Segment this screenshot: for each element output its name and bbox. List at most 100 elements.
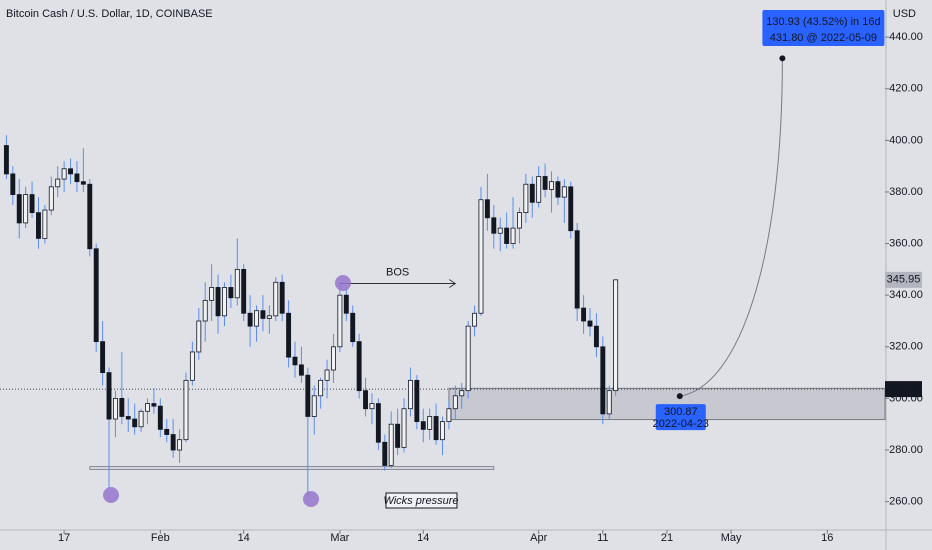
x-tick-label: 14 (238, 532, 250, 544)
candle-body (536, 176, 542, 203)
chart-title: Bitcoin Cash / U.S. Dollar, 1D, COINBASE (6, 8, 213, 20)
candle-body (318, 379, 324, 397)
candle-body (523, 183, 529, 214)
projection-end (779, 55, 786, 62)
candle-body (183, 379, 189, 441)
candle-body (196, 320, 202, 353)
candle-body (356, 341, 362, 392)
wick-marker (103, 487, 119, 503)
x-tick-label: May (721, 532, 742, 544)
candle-body (68, 168, 73, 175)
candle-body (157, 405, 163, 430)
candle-body (151, 403, 157, 407)
y-tick-label: 340.00 (889, 289, 923, 301)
candle-body (48, 186, 54, 211)
y-tick-label: 400.00 (889, 134, 923, 146)
x-tick-label: Apr (530, 532, 547, 544)
candle-body (427, 416, 433, 430)
candle-body (504, 227, 510, 244)
candle-body (375, 403, 381, 443)
candle-body (465, 325, 471, 392)
candle-body (401, 408, 407, 448)
candle-body (215, 287, 221, 317)
candle-body (254, 310, 259, 327)
candle-body (145, 403, 150, 412)
bos-marker (335, 275, 351, 291)
candle-body (555, 181, 561, 198)
projection-start (676, 393, 683, 400)
candle-body (472, 312, 478, 327)
candle-body (420, 421, 426, 430)
candle-body (247, 312, 253, 327)
candle-body (93, 248, 99, 343)
candle-body (273, 281, 279, 317)
end-label-box (762, 10, 885, 46)
y-tick-label: 380.00 (889, 186, 923, 198)
candle-body (29, 194, 35, 214)
candle-body (613, 279, 619, 392)
candle-body (574, 230, 580, 309)
candle-body (87, 183, 93, 250)
x-tick-label: 16 (821, 532, 833, 544)
candle-body (298, 364, 304, 376)
candle-body (279, 281, 285, 314)
projection-curve (679, 58, 783, 397)
candle-body (3, 145, 9, 175)
candle-body (222, 287, 227, 317)
candle-body (459, 390, 465, 397)
candle-body (189, 351, 195, 381)
note-text: Wicks pressure (383, 495, 458, 507)
candle-body (16, 194, 22, 224)
candle-body (305, 374, 311, 417)
candle-body (382, 441, 388, 466)
candle-body (452, 395, 458, 410)
candle-body (234, 268, 240, 299)
x-tick-label: Feb (151, 532, 170, 544)
candle-body (100, 341, 106, 373)
candle-body (266, 315, 272, 319)
x-tick-label: 14 (417, 532, 429, 544)
candle-body (112, 398, 118, 420)
candle-body (286, 312, 292, 358)
candle-body (440, 421, 445, 441)
candle-body (331, 346, 336, 371)
candle-body (125, 416, 131, 420)
candle-body (600, 346, 606, 415)
candle-body (606, 390, 612, 415)
x-tick-label: 17 (58, 532, 70, 544)
price-label: 303.60 (887, 383, 921, 395)
support-line (89, 466, 495, 470)
candle-body (337, 294, 343, 348)
currency-label: USD (893, 8, 916, 20)
candle-body (350, 312, 356, 343)
candle-body (343, 294, 349, 314)
candle-body (497, 227, 503, 234)
note-box (385, 492, 458, 509)
candle-body (549, 181, 554, 190)
candle-body (593, 325, 599, 348)
start-label-box (655, 404, 706, 431)
candle-body (10, 173, 16, 195)
bos-arrowhead (449, 279, 457, 288)
candle-body (414, 379, 420, 423)
wick-marker (303, 491, 319, 507)
candle-body (55, 178, 61, 188)
candle-body (74, 173, 80, 183)
y-tick-label: 420.00 (889, 83, 923, 95)
candle-body (106, 372, 112, 420)
y-tick-label: 440.00 (889, 31, 923, 43)
projection-change: 130.93 (43.52%) in 16d (766, 16, 880, 28)
price-label-box (885, 381, 922, 398)
candle-body (510, 227, 516, 244)
candle-body (484, 199, 490, 219)
candle-body (119, 398, 125, 417)
candle-body (369, 403, 375, 410)
candle-body (61, 168, 67, 180)
candle-body (568, 186, 574, 232)
candle-body (164, 428, 170, 435)
candle-body (228, 287, 234, 299)
price-label-box (885, 271, 922, 288)
price-label: 345.95 (887, 274, 921, 286)
candle-body (324, 369, 330, 381)
candle-body (177, 439, 183, 451)
